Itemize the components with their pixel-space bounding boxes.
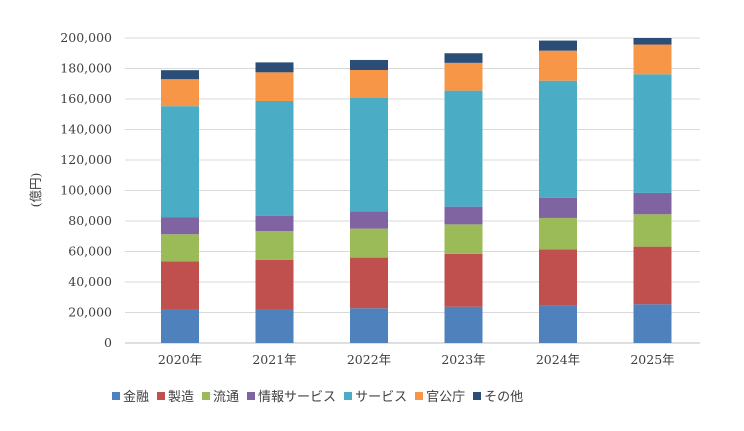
bar-segment-2025年-金融 xyxy=(633,304,672,343)
y-tick-label: 0 xyxy=(104,335,112,350)
bar-segment-2023年-流通 xyxy=(444,224,483,254)
bar-segment-2022年-流通 xyxy=(350,228,388,258)
bar-segment-2023年-サービス xyxy=(444,90,483,207)
bar-segment-2025年-流通 xyxy=(633,214,672,247)
legend-swatch xyxy=(473,391,482,400)
bar-segment-2020年-その他 xyxy=(161,70,199,80)
y-tick-label: 20,000 xyxy=(68,305,112,320)
bar-segment-2021年-製造 xyxy=(255,259,294,309)
y-axis-label: (億円) xyxy=(28,173,43,208)
y-tick-label: 100,000 xyxy=(60,183,112,198)
legend-item: 金融 xyxy=(112,386,149,405)
legend-item: その他 xyxy=(473,386,523,405)
bar-segment-2024年-官公庁 xyxy=(539,50,577,81)
legend-item: 情報サービス xyxy=(247,386,336,405)
bar-segment-2024年-流通 xyxy=(539,217,577,250)
y-tick-label: 120,000 xyxy=(60,152,112,167)
bar-segment-2025年-製造 xyxy=(633,246,672,305)
bar-segment-2021年-その他 xyxy=(255,62,294,73)
legend-label: サービス xyxy=(355,390,408,405)
bar-segment-2020年-金融 xyxy=(161,309,199,343)
bar-segment-2024年-その他 xyxy=(539,40,577,51)
bar-segment-2023年-情報サービス xyxy=(444,206,483,225)
y-tick-label: 80,000 xyxy=(68,213,112,228)
bar-segment-2024年-製造 xyxy=(539,249,577,306)
bar-segment-2021年-サービス xyxy=(255,100,294,216)
bar-segment-2021年-官公庁 xyxy=(255,72,294,101)
y-tick-label: 180,000 xyxy=(60,61,112,76)
bar-segment-2022年-情報サービス xyxy=(350,211,388,229)
y-tick-label: 40,000 xyxy=(68,274,112,289)
legend: 金融 製造 流通 情報サービス サービス 官公庁 その他 xyxy=(112,386,523,405)
y-tick-label: 200,000 xyxy=(60,30,112,45)
bar-segment-2020年-官公庁 xyxy=(161,79,199,107)
bar-segment-2024年-サービス xyxy=(539,80,577,198)
bar-segment-2020年-サービス xyxy=(161,106,199,218)
bar-segment-2023年-その他 xyxy=(444,53,483,63)
bar-segment-2023年-製造 xyxy=(444,253,483,307)
bar-segment-2021年-流通 xyxy=(255,231,294,260)
x-tick-label: 2025年 xyxy=(630,352,674,367)
bar-segment-2023年-官公庁 xyxy=(444,62,483,91)
bar-segment-2025年-その他 xyxy=(633,38,672,45)
bar-segment-2021年-金融 xyxy=(255,308,294,343)
y-tick-label: 140,000 xyxy=(60,122,112,137)
y-tick-label: 60,000 xyxy=(68,244,112,259)
y-tick-label: 160,000 xyxy=(60,91,112,106)
bar-segment-2025年-サービス xyxy=(633,74,672,193)
bar-segment-2023年-金融 xyxy=(444,306,483,343)
x-tick-label: 2023年 xyxy=(441,352,485,367)
legend-item: 流通 xyxy=(202,386,239,405)
bar-segment-2025年-官公庁 xyxy=(633,44,672,75)
legend-label: その他 xyxy=(484,390,524,405)
legend-swatch xyxy=(157,391,166,400)
legend-label: 官公庁 xyxy=(426,390,466,405)
legend-label: 情報サービス xyxy=(258,390,337,405)
legend-swatch xyxy=(344,391,353,400)
bar-segment-2022年-官公庁 xyxy=(350,70,388,98)
bar-segment-2022年-製造 xyxy=(350,257,388,309)
x-tick-label: 2020年 xyxy=(158,352,202,367)
legend-swatch xyxy=(247,391,256,400)
legend-swatch xyxy=(112,391,120,400)
bar-segment-2024年-金融 xyxy=(539,305,577,343)
legend-swatch xyxy=(415,391,424,400)
bar-segment-2024年-情報サービス xyxy=(539,197,577,218)
legend-item: サービス xyxy=(344,386,407,405)
bar-segment-2022年-金融 xyxy=(350,308,388,343)
legend-label: 金融 xyxy=(123,390,150,405)
bar-segment-2025年-情報サービス xyxy=(633,192,672,215)
x-tick-label: 2021年 xyxy=(252,352,296,367)
bar-segment-2020年-情報サービス xyxy=(161,217,199,235)
bar-segment-2022年-サービス xyxy=(350,97,388,212)
x-tick-label: 2024年 xyxy=(536,352,580,367)
bar-segment-2020年-製造 xyxy=(161,261,199,310)
legend-swatch xyxy=(202,391,211,400)
bar-segment-2021年-情報サービス xyxy=(255,215,294,232)
bar-segment-2022年-その他 xyxy=(350,59,388,71)
legend-label: 製造 xyxy=(168,390,195,405)
bar-segment-2020年-流通 xyxy=(161,234,199,262)
legend-label: 流通 xyxy=(213,390,240,405)
x-tick-label: 2022年 xyxy=(347,352,391,367)
legend-item: 官公庁 xyxy=(415,386,465,405)
legend-item: 製造 xyxy=(157,386,194,405)
